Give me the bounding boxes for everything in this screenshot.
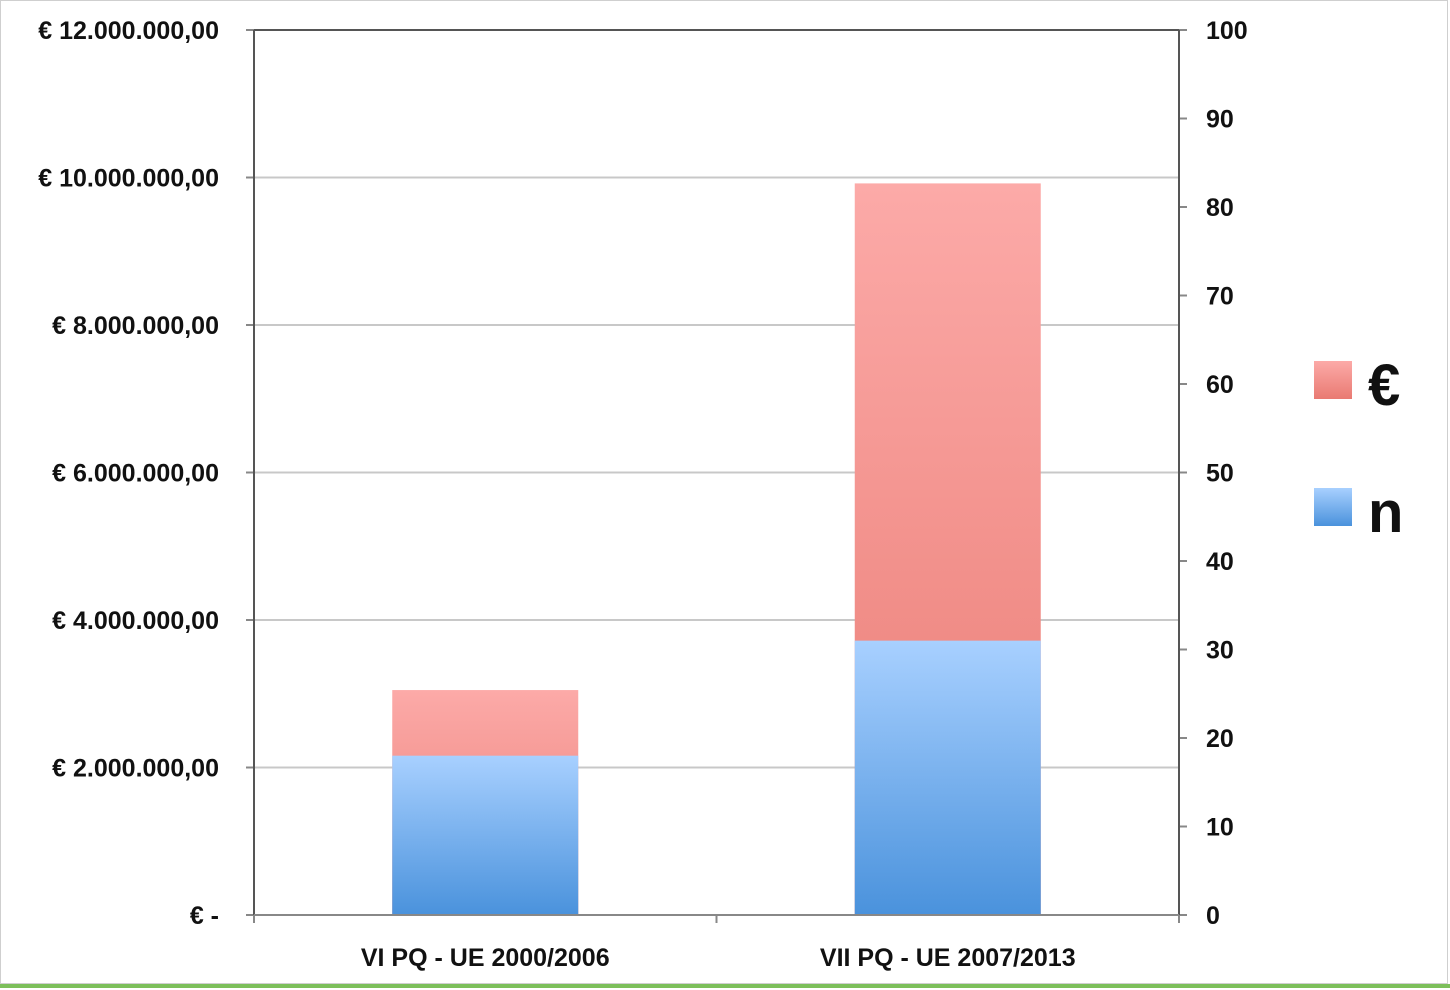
bar-n: [392, 755, 579, 915]
category-label: VII PQ - UE 2007/2013: [820, 944, 1076, 972]
category-label: VI PQ - UE 2000/2006: [361, 944, 610, 972]
left-tick-label: € 2.000.000,00: [52, 755, 219, 783]
right-tick-label: 0: [1206, 902, 1220, 930]
right-tick-label: 40: [1206, 548, 1234, 576]
bars: [392, 183, 1041, 915]
right-tick-label: 60: [1206, 371, 1234, 399]
right-tick-label: 90: [1206, 106, 1234, 134]
bottom-border-strip: [0, 984, 1450, 988]
legend-label-euro: €: [1368, 353, 1400, 418]
left-tick-label: € 8.000.000,00: [52, 312, 219, 340]
left-tick-label: € 12.000.000,00: [38, 17, 219, 45]
legend-label-n: n: [1368, 480, 1403, 545]
left-tick-label: € 6.000.000,00: [52, 460, 219, 488]
right-tick-label: 10: [1206, 814, 1234, 842]
right-tick-label: 20: [1206, 725, 1234, 753]
right-tick-label: 50: [1206, 460, 1234, 488]
left-tick-label: € 10.000.000,00: [38, 165, 219, 193]
legend-swatch-n: [1314, 488, 1352, 526]
right-tick-label: 30: [1206, 637, 1234, 665]
legend: €n: [1314, 353, 1403, 545]
right-tick-label: 70: [1206, 283, 1234, 311]
left-tick-label: € -: [190, 902, 219, 930]
axes: € - € 2.000.000,00 € 4.000.000,00 € 6.000.0…: [38, 17, 1247, 972]
right-tick-label: 80: [1206, 194, 1234, 222]
left-tick-label: € 4.000.000,00: [52, 607, 219, 635]
bar-n: [854, 640, 1041, 915]
legend-swatch-euro: [1314, 361, 1352, 399]
right-tick-label: 100: [1206, 17, 1248, 45]
